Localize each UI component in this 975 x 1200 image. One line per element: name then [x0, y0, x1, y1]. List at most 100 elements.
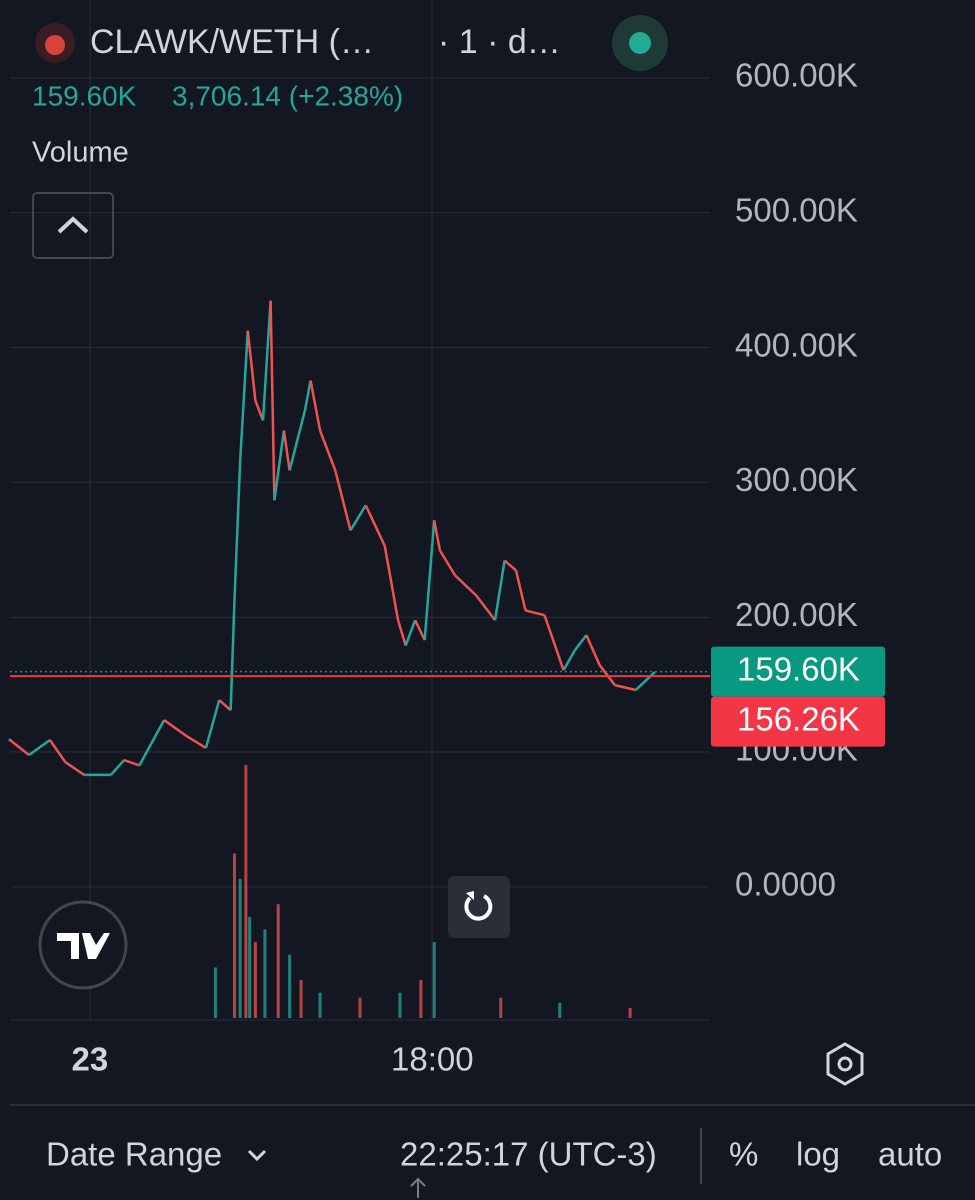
chevron-up	[57, 216, 89, 234]
price-segment	[585, 634, 601, 666]
volume-bar	[276, 904, 280, 1018]
percent-toggle[interactable]: %	[729, 1136, 758, 1173]
price-segment	[514, 570, 527, 611]
plot	[8, 77, 710, 1018]
y-tick-label: 200.00K	[735, 596, 858, 633]
price-segment	[318, 430, 337, 471]
volume-bar	[253, 942, 257, 1018]
price-segment	[238, 330, 250, 461]
reset-arrow	[466, 891, 474, 900]
collapse-button[interactable]	[32, 192, 114, 259]
price-segment	[303, 380, 312, 412]
clock-arrow	[410, 1177, 426, 1198]
reset-button[interactable]	[448, 876, 510, 938]
price-segment	[454, 574, 477, 597]
price-segment	[423, 520, 436, 641]
volume-bar	[263, 929, 267, 1018]
price-segment	[218, 699, 232, 712]
settings-icon-center	[837, 1056, 853, 1072]
interval: · 1 · d…	[438, 23, 561, 61]
price-segment	[229, 600, 236, 711]
y-tick-label: 300.00K	[735, 461, 858, 498]
volume-bar	[213, 967, 217, 1018]
price-segment	[273, 430, 286, 501]
change-value: 3,706.14 (+2.38%)	[172, 80, 403, 111]
volume-bar	[499, 997, 503, 1018]
indicator-label: Volume	[32, 137, 129, 169]
price-segment	[634, 671, 656, 691]
auto-toggle[interactable]: auto	[878, 1136, 942, 1173]
x-tick-label: 23	[72, 1041, 109, 1078]
price-tag-label: 159.60K	[737, 650, 860, 687]
volume-bar	[299, 980, 303, 1018]
price-segment	[334, 470, 352, 531]
price-segment	[261, 300, 272, 421]
price-segment	[269, 300, 276, 501]
volume-bar	[232, 853, 236, 1018]
volume-bar	[248, 916, 252, 1018]
volume-bar	[244, 765, 248, 1018]
tv-logo-mark	[57, 933, 110, 959]
price-segment	[364, 504, 386, 547]
price-segment	[383, 545, 400, 621]
price-segment	[288, 440, 299, 471]
y-tick-label: 500.00K	[735, 192, 858, 229]
price-segment	[204, 699, 221, 749]
price-segment	[48, 739, 67, 763]
price-segment	[349, 504, 367, 532]
price-segment	[254, 400, 265, 421]
price-segment	[396, 619, 407, 646]
price-segment	[184, 733, 207, 750]
price-segment	[296, 410, 307, 441]
price-segment	[404, 619, 417, 646]
status-dot	[629, 32, 651, 54]
reset-icon	[464, 894, 493, 921]
price-segment	[503, 559, 517, 572]
volume-bar	[628, 1007, 632, 1018]
price-segment	[614, 683, 637, 692]
volume-bar	[288, 954, 292, 1018]
volume-bar	[419, 980, 423, 1018]
price-segment	[138, 719, 166, 767]
volume-bar	[318, 992, 322, 1018]
price-segment	[432, 520, 442, 551]
price-segment	[562, 649, 577, 671]
tv-logo[interactable]	[38, 900, 128, 990]
price-segment	[9, 739, 30, 756]
volume-bar	[558, 1002, 562, 1018]
price-segment	[525, 609, 545, 617]
log-toggle[interactable]: log	[796, 1136, 840, 1173]
price-segment	[109, 759, 126, 776]
price-segment	[493, 560, 506, 621]
date-range[interactable]: Date Range	[46, 1136, 222, 1173]
price-tag-label: 156.26K	[737, 700, 860, 737]
price-tag	[711, 696, 885, 747]
price-segment	[414, 619, 426, 641]
symbol[interactable]: CLAWK/WETH (…	[90, 23, 374, 61]
volume-bar	[238, 878, 242, 1018]
price-segment	[28, 738, 51, 756]
x-tick-label: 18:00	[391, 1041, 474, 1078]
y-tick-label: 400.00K	[735, 326, 858, 363]
price-segment	[163, 719, 186, 737]
price-segment	[543, 614, 565, 671]
price-segment	[282, 430, 291, 471]
price-segment	[475, 594, 497, 621]
volume-axis-label: 0.0000	[735, 866, 836, 903]
price-segment	[309, 380, 322, 431]
price-segment	[64, 760, 85, 776]
volume-bar	[432, 942, 436, 1018]
price-segment	[573, 634, 588, 651]
clock[interactable]: 22:25:17 (UTC-3)	[400, 1136, 657, 1173]
date-range-chevron	[247, 1149, 267, 1162]
volume-bar	[358, 997, 362, 1018]
volume-bar	[398, 992, 402, 1018]
settings-icon[interactable]	[826, 1042, 864, 1086]
price-tag	[711, 646, 885, 697]
price-segment	[233, 460, 242, 601]
price-segment	[123, 758, 140, 767]
last-value: 159.60K	[32, 80, 137, 111]
symbol-logo-mark	[45, 35, 65, 55]
